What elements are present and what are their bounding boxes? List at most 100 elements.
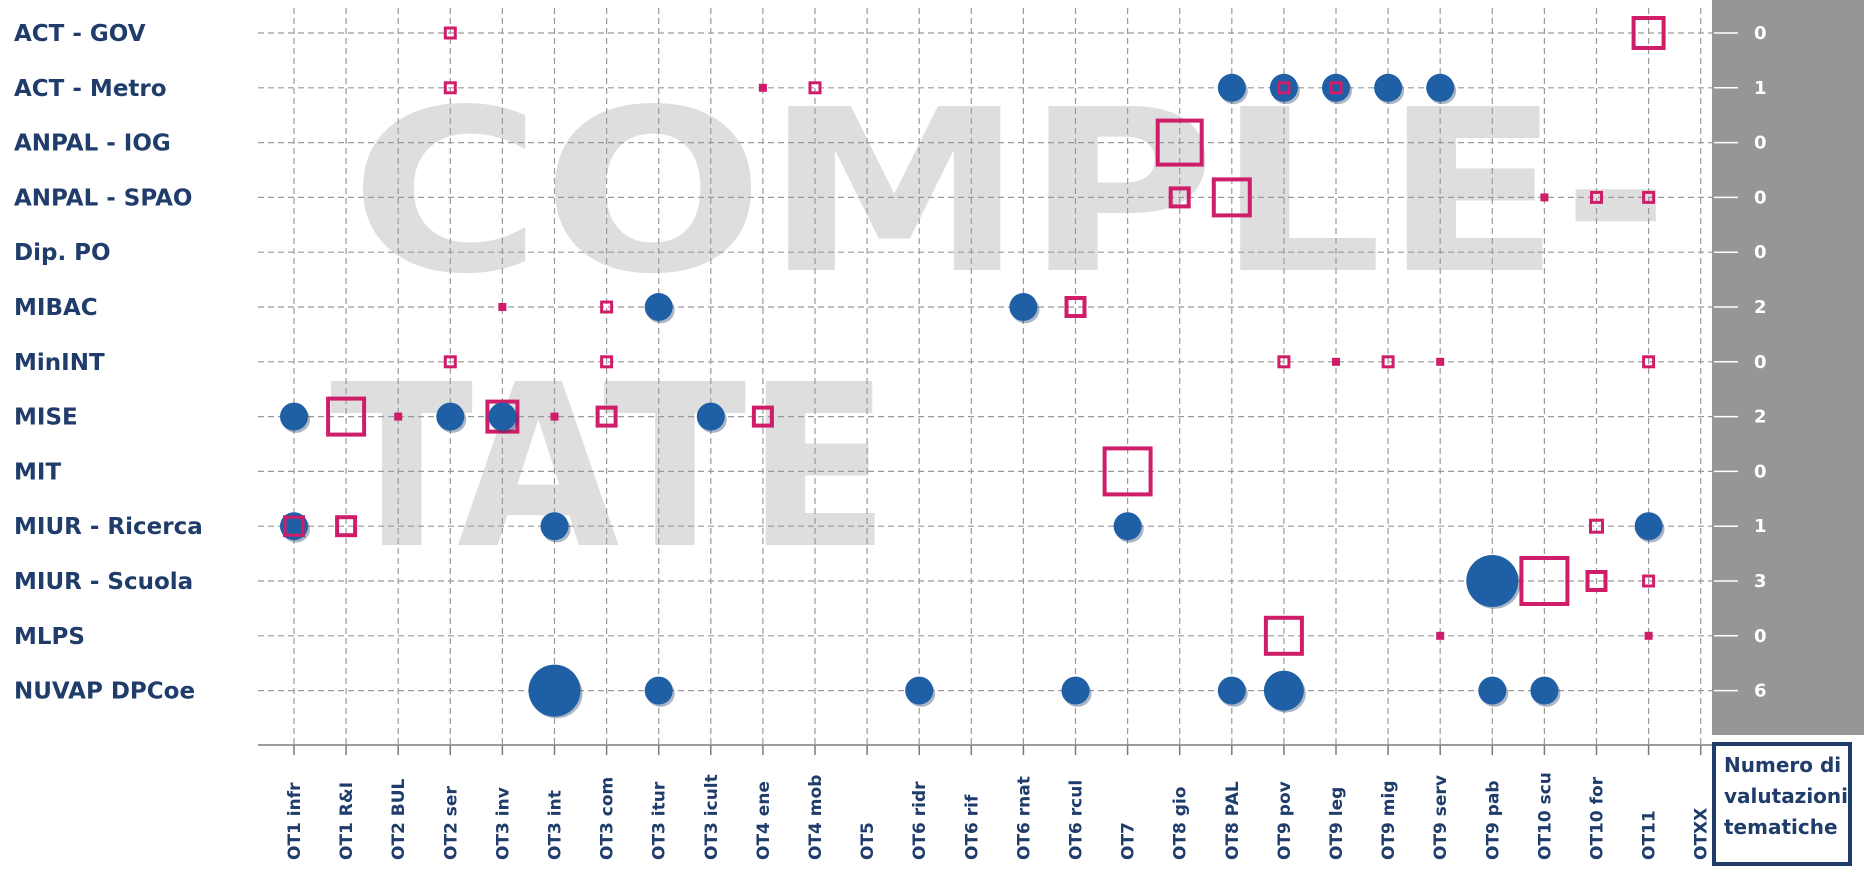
column-label: OT1 infr	[285, 782, 305, 860]
count-label: 0	[1754, 352, 1767, 373]
count-label: 2	[1754, 407, 1767, 428]
completed-circle	[1269, 73, 1298, 102]
completed-circle	[905, 676, 934, 705]
count-labels: 0 1 0 0 0 2 0 2 0 1 3 0 6	[1754, 23, 1767, 702]
ongoing-square	[1644, 631, 1653, 640]
column-label: OT3 itur	[650, 781, 670, 860]
column-label: OT8 PAL	[1223, 781, 1243, 860]
ongoing-square	[1211, 177, 1252, 218]
ongoing-square	[1642, 355, 1656, 369]
ongoing-square	[1585, 570, 1608, 592]
ongoing-square	[1155, 118, 1204, 167]
ongoing-square	[1436, 357, 1445, 366]
completed-circle	[1061, 676, 1090, 705]
column-label: OT6 ridr	[910, 781, 930, 860]
ongoing-square	[808, 81, 822, 95]
count-label: 0	[1754, 133, 1767, 154]
count-label: 0	[1754, 461, 1767, 482]
column-label: OT10 for	[1588, 776, 1608, 860]
count-label: 2	[1754, 297, 1767, 318]
column-label: OT5	[858, 822, 878, 860]
count-label: 3	[1754, 571, 1767, 592]
ongoing-square	[1102, 446, 1153, 497]
completed-circle	[1263, 670, 1304, 711]
ongoing-square	[1263, 615, 1304, 656]
row-label: ANPAL - SPAO	[14, 185, 192, 211]
ongoing-square	[1631, 16, 1666, 50]
row-labels: ACT - GOV ACT - Metro ANPAL - IOG ANPAL - S…	[14, 21, 203, 705]
ongoing-square	[326, 396, 367, 437]
column-labels: OT1 infr OT1 R&I OT2 BUL OT2 ser OT3 inv OT3 …	[285, 772, 1712, 860]
column-label: OT10 scu	[1535, 772, 1555, 860]
column-label: OT9 pab	[1483, 780, 1503, 860]
ongoing-square	[1589, 518, 1604, 534]
ongoing-square	[1540, 193, 1549, 202]
ongoing-square	[1064, 296, 1087, 318]
completed-circle	[1113, 512, 1142, 541]
ongoing-square	[443, 355, 457, 369]
column-label: OT6 rif	[962, 794, 982, 860]
completed-circle	[1478, 676, 1507, 705]
ongoing-square	[550, 412, 559, 421]
completed-circle	[488, 402, 517, 431]
column-label: OT2 BUL	[389, 778, 409, 860]
count-label: 0	[1754, 242, 1767, 263]
column-label: OT3 icult	[702, 774, 722, 860]
ongoing-square	[394, 412, 403, 421]
count-label: 6	[1754, 681, 1767, 702]
ongoing-square	[600, 355, 614, 369]
completed-circle	[644, 293, 673, 321]
ongoing-square	[1519, 556, 1570, 606]
row-label: MLPS	[14, 624, 85, 650]
ongoing-square	[443, 26, 457, 40]
watermark-line-2: TATE	[330, 337, 890, 599]
column-label: OTXX	[1692, 808, 1712, 860]
row-label: ACT - GOV	[14, 21, 146, 47]
completed-circle	[696, 402, 725, 431]
completed-circle	[436, 402, 465, 431]
ongoing-square	[1329, 81, 1343, 95]
completed-circle	[280, 512, 308, 541]
completed-circle	[1322, 73, 1350, 102]
row-label: MIT	[14, 459, 61, 485]
ongoing-square	[1642, 574, 1656, 588]
completed-circle	[1009, 293, 1038, 321]
column-label: OT9 pov	[1275, 781, 1295, 860]
ongoing-square	[600, 300, 614, 314]
column-label: OT6 rcul	[1067, 780, 1087, 860]
completed-circle	[1217, 73, 1246, 102]
column-label: OT6 rnat	[1014, 776, 1034, 860]
row-label: ANPAL - IOG	[14, 131, 171, 157]
completed-circle	[280, 402, 308, 431]
row-label: MIUR - Ricerca	[14, 514, 203, 540]
ongoing-square	[758, 83, 767, 92]
completed-circle	[1374, 73, 1403, 102]
row-label: MISE	[14, 405, 78, 431]
ongoing-square	[443, 81, 457, 95]
column-label: OT3 com	[598, 777, 618, 860]
ongoing-square	[1590, 190, 1603, 204]
count-label: 1	[1754, 516, 1767, 537]
completed-circle	[644, 676, 673, 705]
column-label: OT4 mob	[806, 775, 826, 860]
ongoing-square	[283, 515, 305, 537]
row-label: MIUR - Scuola	[14, 569, 193, 595]
column-label: OT2 ser	[441, 786, 461, 860]
ongoing-square	[1332, 357, 1340, 366]
completed-circle	[540, 512, 569, 541]
count-label: 1	[1754, 78, 1767, 99]
ongoing-square	[1168, 186, 1191, 209]
column-label: OT9 mig	[1379, 780, 1399, 860]
counts-legend-box: Numero di valutazioni tematiche	[1712, 742, 1852, 866]
ongoing-square	[1277, 81, 1291, 95]
column-label: OT3 int	[546, 790, 566, 860]
watermark: COMPLE- TATE	[330, 62, 1670, 599]
ongoing-square	[485, 399, 520, 434]
column-label: OT9 serv	[1431, 775, 1451, 860]
ongoing-square	[1642, 190, 1656, 204]
count-panel	[1712, 0, 1864, 735]
count-label: 0	[1754, 23, 1767, 44]
column-label: OT4 ene	[754, 781, 774, 860]
row-label: MinINT	[14, 350, 105, 376]
